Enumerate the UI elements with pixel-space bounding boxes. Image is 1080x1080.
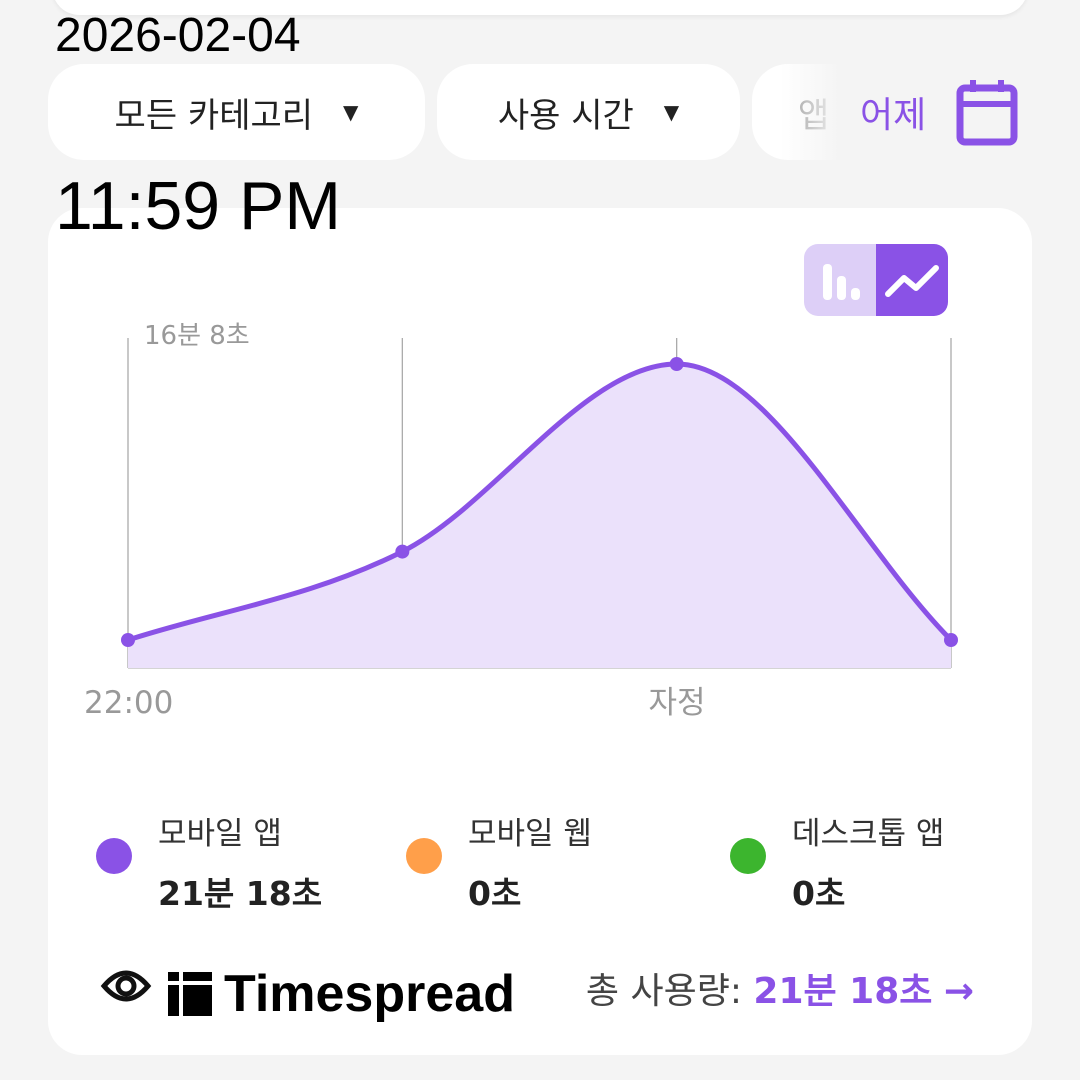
legend-item-mobile-web: 모바일 웹 0초 <box>406 808 592 915</box>
caret-down-icon: ▼ <box>663 100 680 124</box>
overlay-date: 2026-02-04 <box>55 9 301 62</box>
date-label: 어제 <box>860 95 927 136</box>
caret-down-icon: ▼ <box>343 100 359 124</box>
legend-dot <box>406 838 442 874</box>
legend-value: 0초 <box>792 874 846 913</box>
legend-name: 모바일 앱 <box>158 816 282 852</box>
data-point <box>944 633 958 647</box>
bar-view-button[interactable] <box>804 244 876 316</box>
y-max-label: 16분 8초 <box>144 321 250 351</box>
date-picker-button[interactable]: 어제 <box>840 60 1080 164</box>
usage-chart-card: 16분 8초 22:00 자정 모바일 앱 21분 18초 모바일 웹 0초 데스크… <box>48 208 1032 1055</box>
overlay-time: 11:59 PM <box>55 168 342 244</box>
card-footer: 총 사용량: 21분 18초 → <box>48 958 1032 1018</box>
chart-type-toggle[interactable] <box>804 244 948 316</box>
metric-label: 사용 시간 <box>497 95 634 136</box>
legend-value: 21분 18초 <box>158 874 323 913</box>
category-label: 모든 카테고리 <box>114 95 314 136</box>
legend-value: 0초 <box>468 874 522 913</box>
legend-dot <box>96 838 132 874</box>
arrow-right-icon: → <box>943 971 974 1012</box>
metric-dropdown[interactable]: 사용 시간 ▼ <box>437 64 740 160</box>
area-fill <box>128 364 951 668</box>
data-point <box>669 357 684 371</box>
timespread-watermark: Timespread <box>168 968 515 1020</box>
legend-name: 모바일 웹 <box>468 816 592 852</box>
data-point <box>121 633 135 647</box>
legend-dot <box>730 838 766 874</box>
watermark-text: Timespread <box>224 965 515 1023</box>
usage-line-chart: 16분 8초 22:00 자정 <box>84 321 958 721</box>
total-usage-link[interactable]: 총 사용량: 21분 18초 → <box>586 962 974 1014</box>
category-dropdown[interactable]: 모든 카테고리 ▼ <box>48 64 425 160</box>
calendar-icon <box>956 80 1018 146</box>
line-view-button[interactable] <box>876 244 948 316</box>
line-chart-icon <box>885 265 939 297</box>
legend-item-mobile-app: 모바일 앱 21분 18초 <box>96 808 322 915</box>
total-value: 21분 18초 <box>753 971 933 1012</box>
x-tick-label: 22:00 <box>84 685 173 721</box>
series-line <box>127 361 953 643</box>
scroll-fade <box>780 60 840 164</box>
bar-chart-icon <box>823 264 860 300</box>
eye-icon[interactable] <box>100 964 152 1008</box>
timespread-logo-icon <box>168 972 212 1016</box>
legend-name: 데스크톱 앱 <box>792 816 945 852</box>
summary-card-top <box>52 0 1028 15</box>
total-label: 총 사용량: <box>585 971 754 1012</box>
data-point <box>395 544 410 559</box>
x-tick-label: 자정 <box>648 685 705 721</box>
legend-item-desktop-app: 데스크톱 앱 0초 <box>730 808 944 915</box>
